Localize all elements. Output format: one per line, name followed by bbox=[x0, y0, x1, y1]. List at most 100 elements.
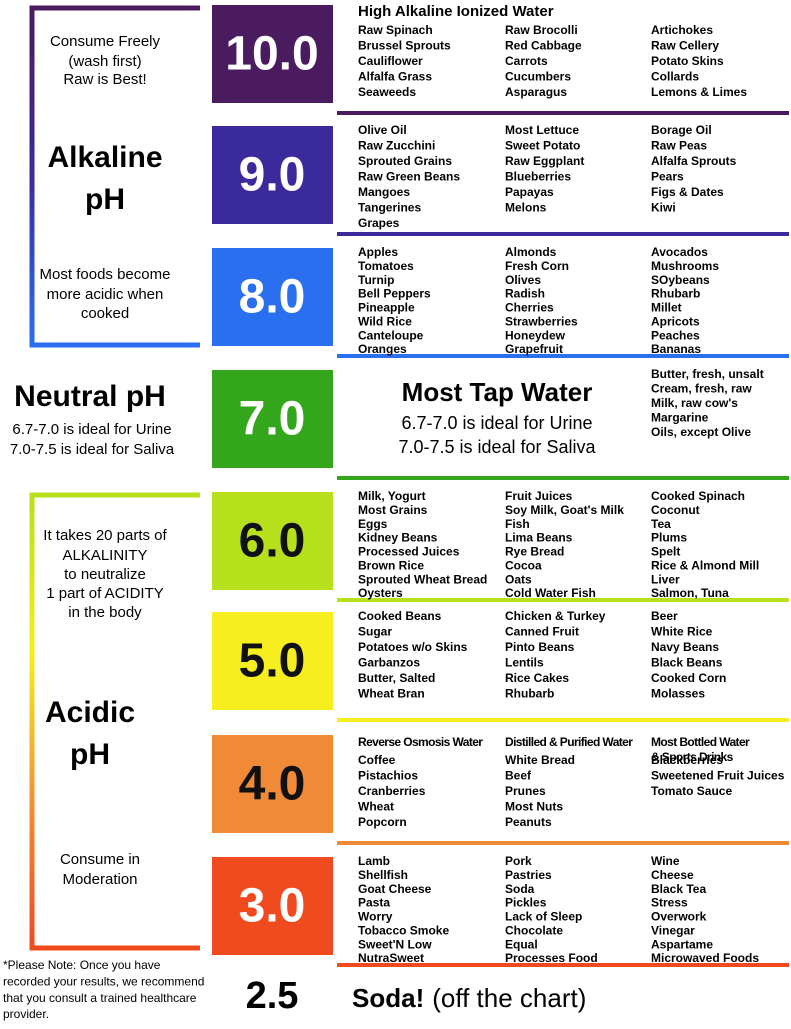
ph-value: 8.0 bbox=[239, 271, 306, 324]
item: Papayas bbox=[505, 185, 554, 199]
item: Blackberries bbox=[651, 753, 723, 767]
item: Butter, fresh, unsalt bbox=[651, 367, 764, 381]
item: Alfalfa Grass bbox=[358, 70, 432, 84]
item: Fruit Juices bbox=[505, 489, 573, 503]
item: Most Grains bbox=[358, 503, 428, 517]
separator bbox=[337, 718, 789, 722]
item: Raw Brocolli bbox=[505, 23, 578, 37]
item: White Rice bbox=[651, 625, 713, 639]
item: Oils, except Olive bbox=[651, 425, 751, 439]
item: Peaches bbox=[651, 328, 700, 342]
item: Wheat bbox=[358, 800, 394, 814]
item: Pasta bbox=[358, 896, 390, 910]
item: Alfalfa Sprouts bbox=[651, 154, 737, 168]
note: ALKALINITY bbox=[62, 547, 147, 564]
ph-box bbox=[212, 370, 333, 468]
item: Lamb bbox=[358, 854, 390, 868]
ph-box bbox=[212, 857, 333, 955]
item: Oranges bbox=[358, 342, 407, 356]
item: Wild Rice bbox=[358, 314, 412, 328]
item: Black Tea bbox=[651, 882, 706, 896]
separator bbox=[337, 232, 789, 236]
item: Goat Cheese bbox=[358, 882, 432, 896]
item: Raw Cellery bbox=[651, 39, 719, 53]
item: Melons bbox=[505, 201, 547, 215]
item: Radish bbox=[505, 287, 545, 301]
item: Bell Peppers bbox=[358, 287, 431, 301]
item: Lemons & Limes bbox=[651, 85, 747, 99]
item: Cooked Beans bbox=[358, 609, 442, 623]
item: Apricots bbox=[651, 314, 700, 328]
item: Canteloupe bbox=[358, 328, 424, 342]
label: pH bbox=[70, 738, 110, 771]
item: Avocados bbox=[651, 245, 708, 259]
separator bbox=[337, 598, 789, 602]
note: 7.0-7.5 is ideal for Saliva bbox=[398, 437, 596, 457]
item: Pork bbox=[505, 854, 532, 868]
label: pH bbox=[85, 183, 125, 216]
item: Mushrooms bbox=[651, 259, 719, 273]
ph-box bbox=[212, 126, 333, 224]
label: Alkaline bbox=[47, 141, 162, 174]
item: Grapefruit bbox=[505, 342, 563, 356]
label: Acidic bbox=[45, 696, 135, 729]
item: Cooked Spinach bbox=[651, 489, 745, 503]
item: Spelt bbox=[651, 545, 680, 559]
footnote: recorded your results, we recommend bbox=[3, 974, 204, 988]
item: Salmon, Tuna bbox=[651, 586, 729, 600]
item: Most Nuts bbox=[505, 800, 563, 814]
item: Beef bbox=[505, 769, 532, 783]
item: Rhubarb bbox=[651, 287, 700, 301]
item: Chocolate bbox=[505, 923, 563, 937]
item: Navy Beans bbox=[651, 640, 719, 654]
item: Olives bbox=[505, 273, 541, 287]
item: Sweet'N Low bbox=[358, 937, 432, 951]
note: It takes 20 parts of bbox=[43, 527, 167, 544]
item: Cucumbers bbox=[505, 70, 571, 84]
soda-text: Soda! bbox=[352, 983, 424, 1013]
item: Pineapple bbox=[358, 301, 415, 315]
item: Vinegar bbox=[651, 923, 695, 937]
soda-title: Soda! (off the chart) bbox=[352, 983, 586, 1013]
item: Tomatoes bbox=[358, 259, 414, 273]
item: Sprouted Wheat Bread bbox=[358, 572, 487, 586]
item: Processes Food bbox=[505, 951, 598, 965]
item: Overwork bbox=[651, 910, 707, 924]
item: Tomato Sauce bbox=[651, 784, 732, 798]
item: Black Beans bbox=[651, 656, 723, 670]
note: 6.7-7.0 is ideal for Urine bbox=[401, 413, 592, 433]
item: Microwaved Foods bbox=[651, 951, 759, 965]
ph-box bbox=[212, 735, 333, 833]
ph-box bbox=[212, 248, 333, 346]
item: Cauliflower bbox=[358, 54, 423, 68]
item: Asparagus bbox=[505, 85, 567, 99]
item: Seaweeds bbox=[358, 85, 416, 99]
title: Most Tap Water bbox=[402, 377, 593, 407]
item: Beer bbox=[651, 609, 678, 623]
item: Tea bbox=[651, 517, 671, 531]
item: Margarine bbox=[651, 410, 709, 424]
item: Butter, Salted bbox=[358, 671, 435, 685]
ph-value: 3.0 bbox=[239, 880, 306, 933]
item: Cranberries bbox=[358, 784, 426, 798]
note: Consume in bbox=[60, 851, 140, 868]
note: Consume Freely bbox=[50, 33, 161, 50]
soda-text: (off the chart) bbox=[432, 983, 586, 1013]
item: Potatoes w/o Skins bbox=[358, 640, 468, 654]
column-heading: Reverse Osmosis Water bbox=[358, 735, 483, 749]
column-heading: & Sports Drinks bbox=[651, 750, 734, 764]
note: in the body bbox=[68, 604, 142, 621]
item: Most Lettuce bbox=[505, 123, 579, 137]
separator bbox=[337, 354, 789, 358]
ph-value: 7.0 bbox=[239, 393, 306, 446]
item: Shellfish bbox=[358, 868, 408, 882]
item: Raw Eggplant bbox=[505, 154, 584, 168]
item: Apples bbox=[358, 245, 398, 259]
item: Artichokes bbox=[651, 23, 713, 37]
item: Canned Fruit bbox=[505, 625, 579, 639]
ph-value: 2.5 bbox=[246, 975, 299, 1017]
item: Sprouted Grains bbox=[358, 154, 452, 168]
ph-box bbox=[212, 492, 333, 590]
item: Rye Bread bbox=[505, 545, 564, 559]
ph-value: 10.0 bbox=[225, 28, 318, 81]
